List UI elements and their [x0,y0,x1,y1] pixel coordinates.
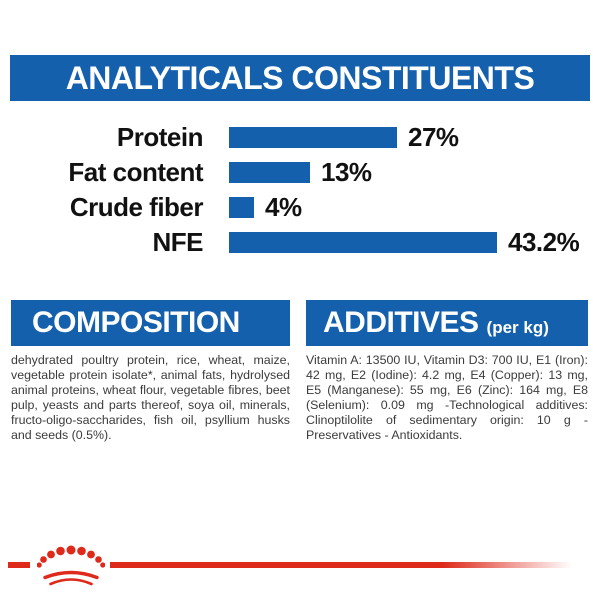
additives-section: ADDITIVES (per kg) Vitamin A: 13500 IU, … [306,300,588,443]
composition-text: dehydrated poultry protein, rice, wheat,… [11,353,290,442]
analyticals-header-bar: ANALYTICALS CONSTITUENTS [10,55,590,101]
chart-bar [229,127,397,148]
chart-value-label: 27% [408,122,459,152]
additives-unit-label: (per kg) [486,318,549,337]
composition-section: COMPOSITION dehydrated poultry protein, … [11,300,290,443]
chart-category-label: Crude fiber [69,192,204,222]
analyticals-chart: Protein 27% Fat content 13% Crude fiber 4% NFE… [0,120,600,260]
royal-canin-crown-icon [37,545,105,586]
chart-row: Protein 27% [0,120,600,155]
chart-value-label: 13% [321,157,372,187]
chart-bar [229,162,310,183]
composition-header-bar: COMPOSITION [11,300,290,346]
chart-bar [229,232,497,253]
additives-text: Vitamin A: 13500 IU, Vitamin D3: 700 IU,… [306,353,588,442]
chart-category-label: NFE [152,227,204,257]
chart-category-label: Fat content [68,157,203,187]
chart-value-label: 4% [265,192,302,222]
additives-header-bar: ADDITIVES (per kg) [306,300,588,346]
chart-bar [229,197,254,218]
analyticals-title: ANALYTICALS CONSTITUENTS [65,59,535,96]
chart-row: Crude fiber 4% [0,190,600,225]
footer-divider-line [110,562,572,568]
chart-value-label: 43.2% [508,227,580,257]
chart-category-label: Protein [116,122,204,152]
composition-title: COMPOSITION [32,306,240,339]
footer-divider-dash [8,562,30,568]
additives-title: ADDITIVES [323,306,479,339]
chart-row: Fat content 13% [0,155,600,190]
chart-row: NFE 43.2% [0,225,600,260]
